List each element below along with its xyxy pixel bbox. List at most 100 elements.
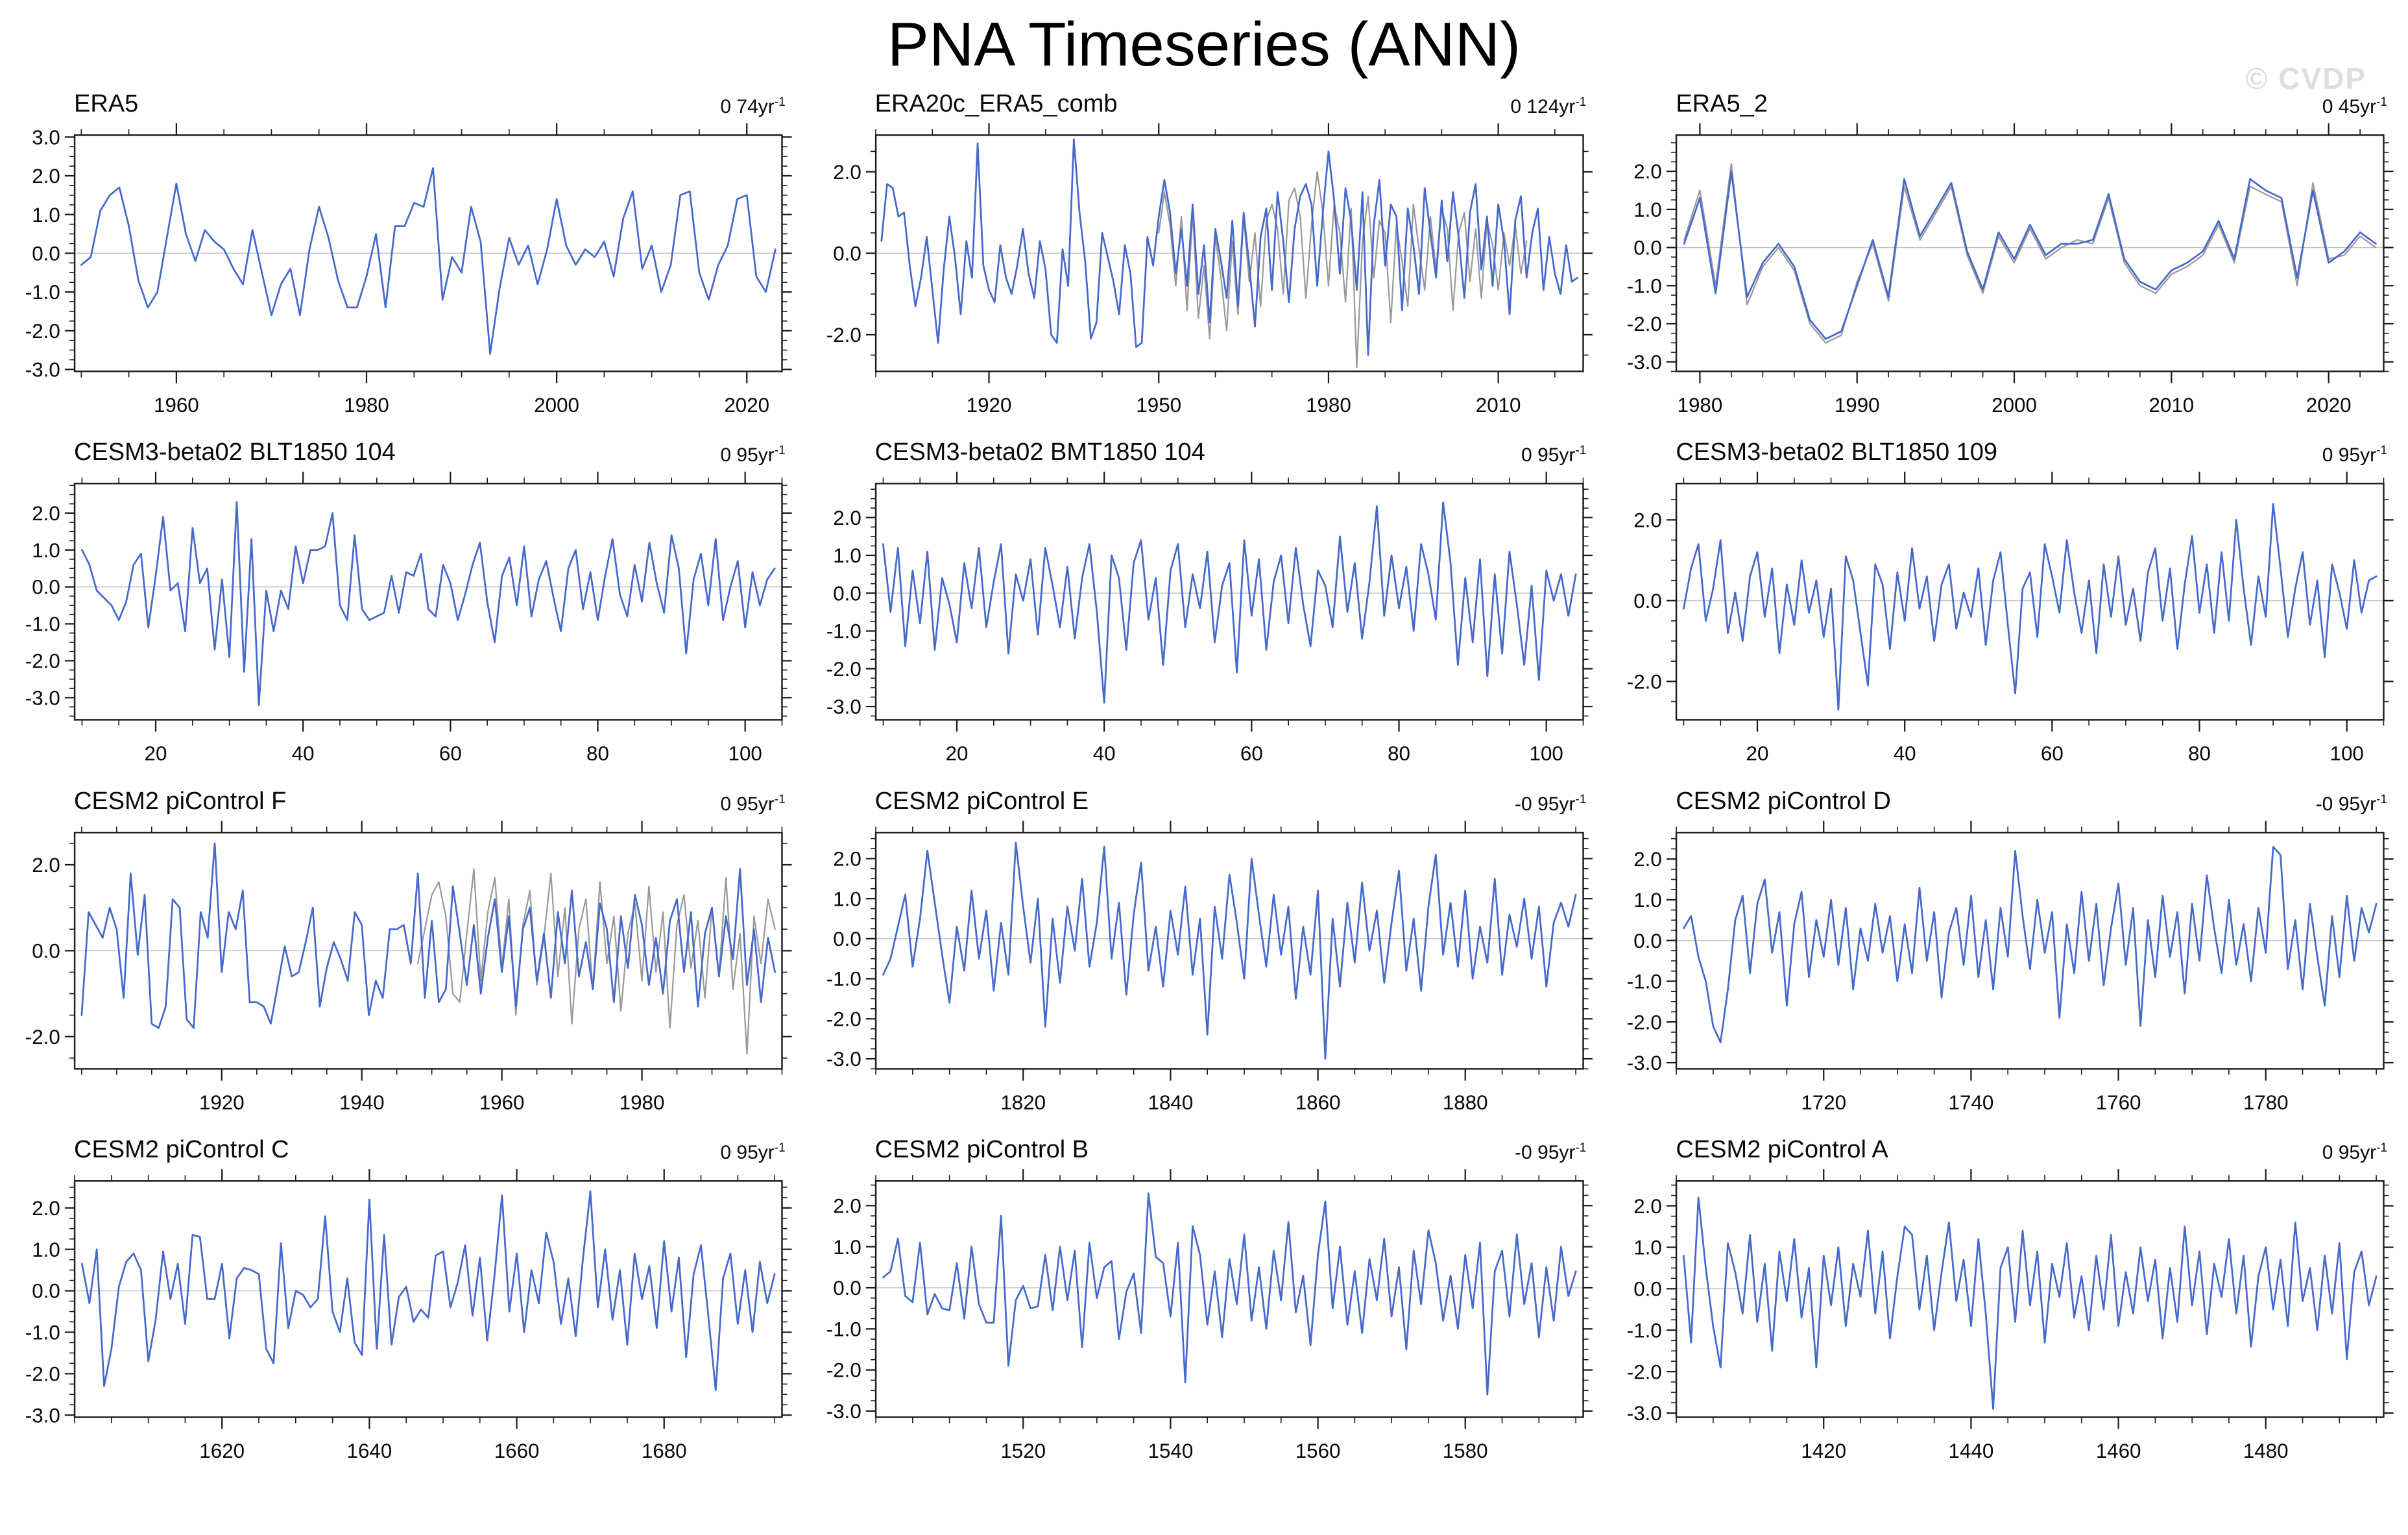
svg-text:1460: 1460 — [2096, 1440, 2141, 1462]
svg-text:-3.0: -3.0 — [1627, 1052, 1662, 1074]
svg-text:2.0: 2.0 — [32, 502, 60, 525]
svg-text:1960: 1960 — [154, 394, 199, 417]
svg-text:2.0: 2.0 — [1634, 1195, 1663, 1218]
trend-label: -0 95yr-1 — [2315, 792, 2387, 815]
trend-label: 0 124yr-1 — [1510, 95, 1587, 117]
svg-text:2.0: 2.0 — [1634, 848, 1663, 871]
svg-text:-3.0: -3.0 — [826, 696, 861, 719]
svg-text:0.0: 0.0 — [1634, 237, 1663, 260]
timeseries-plot: 20 40 60 80 100 2.0 1.0 0.0 -1.0 -2.0 -3.0 — [826, 472, 1593, 766]
trend-label: 0 95yr-1 — [720, 444, 786, 466]
panel-header: ERA5_2 0 45yr-1 — [1616, 84, 2394, 118]
trend-label: 0 95yr-1 — [1521, 444, 1587, 466]
svg-text:-1.0: -1.0 — [826, 1318, 861, 1341]
svg-text:2.0: 2.0 — [32, 854, 60, 876]
svg-text:1740: 1740 — [1949, 1091, 1994, 1114]
svg-text:1.0: 1.0 — [1634, 889, 1663, 912]
timeseries-plot: 1820 1840 1860 1880 2.0 1.0 0.0 -1.0 -2.0 -3.0 — [826, 820, 1593, 1114]
svg-text:1.0: 1.0 — [1634, 199, 1663, 221]
svg-text:100: 100 — [1529, 743, 1563, 766]
panel-title: CESM2 piControl A — [1676, 1136, 1888, 1164]
svg-text:60: 60 — [2041, 743, 2064, 766]
svg-text:1640: 1640 — [347, 1440, 392, 1462]
panel-era5-2: ERA5_2 0 45yr-1 1980 1990 2000 2010 2020 2.0 1… — [1616, 84, 2394, 426]
timeseries-plot: 1520 1540 1560 1580 2.0 1.0 0.0 -1.0 -2.0 -3.0 — [826, 1169, 1593, 1462]
svg-text:1.0: 1.0 — [1634, 1237, 1663, 1259]
svg-text:1980: 1980 — [1306, 394, 1351, 417]
timeseries-plot: 1920 1940 1960 1980 2.0 0.0 -2.0 — [25, 820, 792, 1114]
svg-text:1560: 1560 — [1295, 1440, 1340, 1462]
svg-text:1980: 1980 — [620, 1091, 665, 1114]
svg-text:-2.0: -2.0 — [1627, 671, 1662, 694]
svg-text:2000: 2000 — [1992, 394, 2038, 417]
svg-text:3.0: 3.0 — [32, 126, 60, 149]
svg-text:2.0: 2.0 — [833, 847, 861, 870]
panel-title: CESM3-beta02 BMT1850 104 — [874, 439, 1205, 466]
svg-text:1.0: 1.0 — [833, 545, 861, 568]
svg-text:-2.0: -2.0 — [25, 1026, 60, 1048]
svg-text:2020: 2020 — [2306, 394, 2352, 417]
panel-title: ERA5_2 — [1676, 90, 1768, 117]
trend-label: 0 45yr-1 — [2322, 95, 2387, 117]
svg-text:0.0: 0.0 — [1634, 1278, 1663, 1301]
svg-text:0.0: 0.0 — [32, 939, 60, 962]
panel-header: ERA5 0 74yr-1 — [14, 84, 792, 118]
panel-cesm2-picontrol-c: CESM2 piControl C 0 95yr-1 1620 1640 1660 1… — [14, 1130, 792, 1472]
svg-text:2010: 2010 — [2149, 394, 2195, 417]
svg-text:1660: 1660 — [494, 1440, 540, 1462]
svg-text:1620: 1620 — [199, 1440, 245, 1462]
svg-text:-3.0: -3.0 — [826, 1048, 861, 1070]
svg-text:80: 80 — [1388, 743, 1410, 766]
svg-text:1440: 1440 — [1949, 1440, 1994, 1462]
panel-title: CESM2 piControl F — [74, 787, 287, 815]
panel-title: CESM3-beta02 BLT1850 109 — [1676, 439, 1998, 466]
trend-label: 0 95yr-1 — [720, 792, 786, 815]
svg-text:-3.0: -3.0 — [25, 1405, 60, 1427]
svg-text:20: 20 — [1746, 743, 1769, 766]
svg-text:-1.0: -1.0 — [1627, 1320, 1662, 1342]
svg-text:0.0: 0.0 — [32, 1280, 60, 1303]
trend-label: -0 95yr-1 — [1515, 1141, 1587, 1164]
panel-cesm3-beta02-blt1850-104: CESM3-beta02 BLT1850 104 0 95yr-1 20 40 60… — [14, 433, 792, 775]
svg-text:-1.0: -1.0 — [826, 620, 861, 643]
svg-text:20: 20 — [945, 743, 968, 766]
svg-text:40: 40 — [1092, 743, 1115, 766]
svg-text:0.0: 0.0 — [32, 242, 60, 265]
svg-text:2.0: 2.0 — [32, 1197, 60, 1220]
svg-text:0.0: 0.0 — [1634, 930, 1663, 952]
svg-text:-2.0: -2.0 — [1627, 313, 1662, 335]
panel-header: ERA20c_ERA5_comb 0 124yr-1 — [815, 84, 1593, 118]
panel-cesm2-picontrol-d: CESM2 piControl D -0 95yr-1 1720 1740 1760… — [1616, 782, 2394, 1124]
panel-title: ERA20c_ERA5_comb — [874, 90, 1118, 117]
svg-text:1840: 1840 — [1148, 1091, 1193, 1114]
cvdp-watermark: © CVDP — [2245, 62, 2366, 95]
svg-text:100: 100 — [2330, 743, 2364, 766]
svg-text:2000: 2000 — [534, 394, 579, 417]
timeseries-plot: 20 40 60 80 100 2.0 0.0 -2.0 — [1627, 472, 2394, 766]
svg-text:1520: 1520 — [1000, 1440, 1046, 1462]
svg-text:-1.0: -1.0 — [25, 281, 60, 304]
panel-header: CESM2 piControl F 0 95yr-1 — [14, 782, 792, 816]
svg-text:-3.0: -3.0 — [25, 359, 60, 381]
svg-text:0.0: 0.0 — [1634, 590, 1663, 612]
svg-text:-2.0: -2.0 — [1627, 1361, 1662, 1384]
svg-text:-2.0: -2.0 — [25, 1363, 60, 1386]
panel-cesm3-beta02-bmt1850-104: CESM3-beta02 BMT1850 104 0 95yr-1 20 40 60… — [815, 433, 1593, 775]
svg-text:-1.0: -1.0 — [826, 968, 861, 991]
svg-text:-2.0: -2.0 — [826, 1359, 861, 1382]
panel-header: CESM2 piControl B -0 95yr-1 — [815, 1130, 1593, 1164]
svg-text:1420: 1420 — [1801, 1440, 1847, 1462]
svg-text:-2.0: -2.0 — [826, 658, 861, 681]
timeseries-plot: 1920 1950 1980 2010 2.0 0.0 -2.0 — [826, 123, 1593, 417]
trend-label: 0 74yr-1 — [720, 95, 786, 117]
svg-text:0.0: 0.0 — [833, 243, 861, 265]
svg-text:1760: 1760 — [2096, 1091, 2141, 1114]
panel-header: CESM2 piControl D -0 95yr-1 — [1616, 782, 2394, 816]
svg-text:2.0: 2.0 — [833, 161, 861, 184]
svg-text:1940: 1940 — [339, 1091, 385, 1114]
panel-cesm3-beta02-blt1850-109: CESM3-beta02 BLT1850 109 0 95yr-1 20 40 60… — [1616, 433, 2394, 775]
svg-text:-2.0: -2.0 — [25, 650, 60, 673]
svg-text:1580: 1580 — [1443, 1440, 1488, 1462]
panel-title: CESM2 piControl B — [874, 1136, 1089, 1164]
svg-text:-3.0: -3.0 — [25, 687, 60, 710]
